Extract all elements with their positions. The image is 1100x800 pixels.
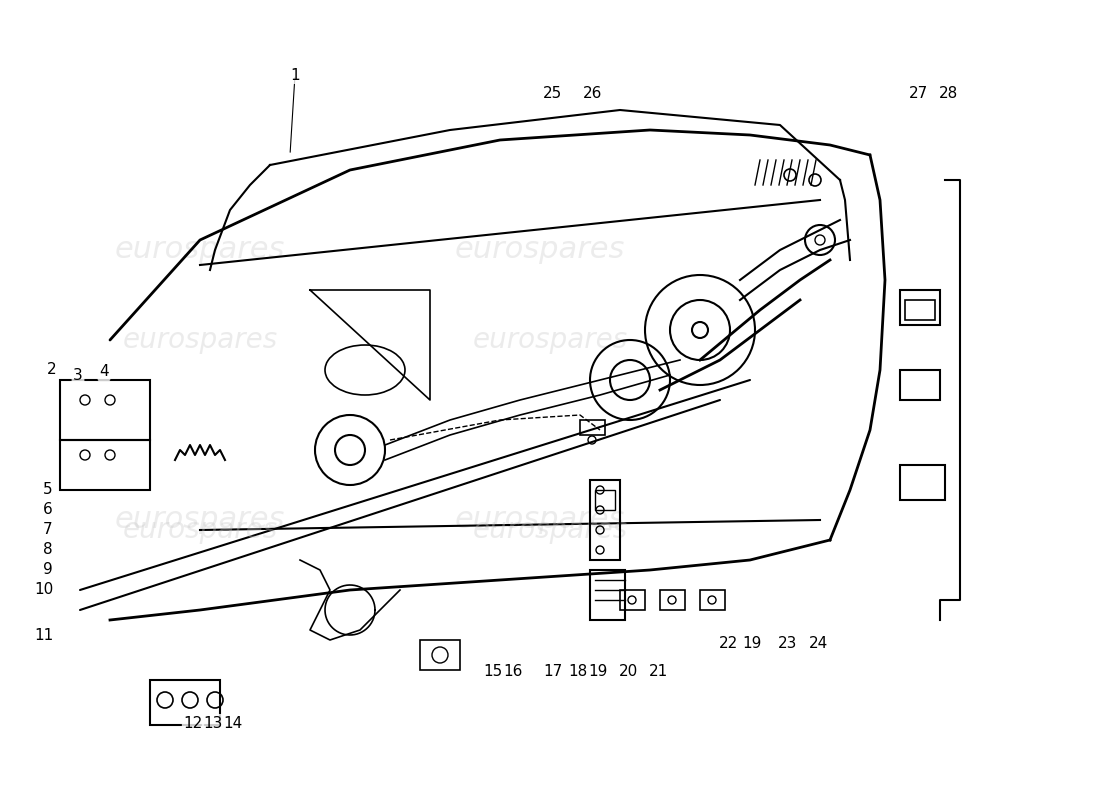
Text: 10: 10	[34, 582, 54, 598]
Bar	[900, 290, 940, 325]
Bar	[905, 300, 935, 320]
Text: 6: 6	[43, 502, 53, 518]
Text: 14: 14	[223, 715, 243, 730]
Bar	[60, 380, 150, 440]
Text: 25: 25	[543, 86, 562, 101]
Bar	[700, 590, 725, 610]
Text: 28: 28	[938, 86, 958, 101]
Text: eurospares: eurospares	[454, 235, 625, 265]
Text: eurospares: eurospares	[114, 506, 285, 534]
Text: 3: 3	[73, 367, 82, 382]
Bar	[620, 590, 645, 610]
Bar	[595, 490, 615, 510]
Text: 26: 26	[583, 86, 603, 101]
Text: 21: 21	[648, 665, 668, 679]
Text: 19: 19	[588, 665, 607, 679]
Text: 5: 5	[43, 482, 53, 498]
Text: 17: 17	[543, 665, 562, 679]
Text: 4: 4	[99, 365, 109, 379]
Bar	[900, 465, 945, 500]
Bar	[150, 680, 220, 725]
Bar	[580, 420, 605, 435]
Text: 7: 7	[43, 522, 53, 538]
Text: 12: 12	[184, 715, 202, 730]
Text: eurospares: eurospares	[122, 326, 277, 354]
Bar	[900, 370, 940, 400]
Text: 20: 20	[618, 665, 638, 679]
Text: 9: 9	[43, 562, 53, 578]
Text: 23: 23	[779, 635, 798, 650]
Bar	[660, 590, 685, 610]
Text: 2: 2	[47, 362, 57, 378]
Text: 18: 18	[569, 665, 587, 679]
Text: 22: 22	[718, 635, 738, 650]
Bar	[420, 640, 460, 670]
Bar	[590, 570, 625, 620]
Text: eurospares: eurospares	[114, 235, 285, 265]
Text: 11: 11	[34, 627, 54, 642]
Text: 16: 16	[504, 665, 522, 679]
Text: 24: 24	[808, 635, 827, 650]
Text: 15: 15	[483, 665, 503, 679]
Text: eurospares: eurospares	[122, 516, 277, 544]
Text: eurospares: eurospares	[454, 506, 625, 534]
Text: 27: 27	[909, 86, 927, 101]
Bar	[590, 480, 620, 560]
Text: 13: 13	[204, 715, 222, 730]
Text: eurospares: eurospares	[472, 326, 628, 354]
Text: 1: 1	[290, 67, 300, 82]
Bar	[60, 440, 150, 490]
Text: 19: 19	[742, 635, 761, 650]
Text: eurospares: eurospares	[472, 516, 628, 544]
Text: 8: 8	[43, 542, 53, 558]
